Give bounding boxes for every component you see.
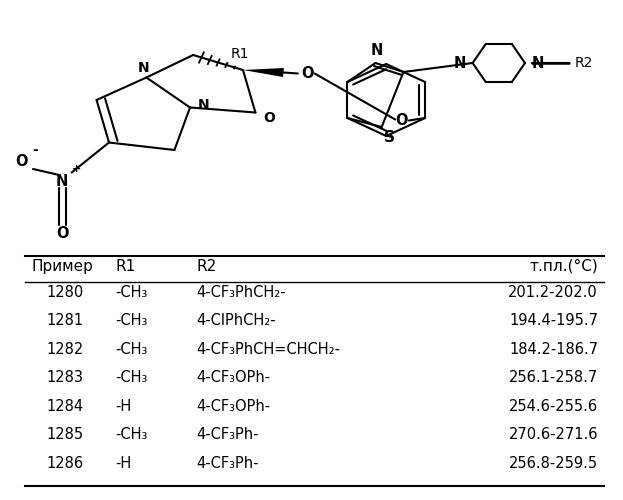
Text: 4-CF₃Ph-: 4-CF₃Ph- [196,427,259,442]
Text: +: + [72,164,80,174]
Text: R2: R2 [196,259,217,274]
Text: -CH₃: -CH₃ [115,313,148,328]
Text: N: N [371,43,383,58]
Text: 1281: 1281 [47,313,84,328]
Text: 4-CF₃Ph-: 4-CF₃Ph- [196,456,259,471]
Text: N: N [56,174,69,188]
Text: 1285: 1285 [47,427,84,442]
Text: R1: R1 [231,47,249,61]
Text: 1280: 1280 [47,285,84,300]
Text: 4-ClPhCH₂-: 4-ClPhCH₂- [196,313,276,328]
Text: O: O [263,110,275,124]
Text: 256.8-259.5: 256.8-259.5 [509,456,598,471]
Text: S: S [384,130,394,146]
Text: R2: R2 [575,56,593,70]
Text: N: N [531,56,544,70]
Text: 1283: 1283 [47,370,84,386]
Text: O: O [56,226,69,242]
Text: 4-CF₃PhCH₂-: 4-CF₃PhCH₂- [196,285,286,300]
Text: -CH₃: -CH₃ [115,285,148,300]
Text: -: - [32,143,39,157]
Text: N: N [198,98,209,112]
Text: 201.2-202.0: 201.2-202.0 [508,285,598,300]
Text: 1282: 1282 [47,342,84,357]
Text: O: O [301,66,313,81]
Text: Пример: Пример [31,259,93,274]
Text: -CH₃: -CH₃ [115,370,148,386]
Text: -H: -H [115,399,131,414]
Text: -H: -H [115,456,131,471]
Text: -CH₃: -CH₃ [115,342,148,357]
Text: -CH₃: -CH₃ [115,427,148,442]
Text: 254.6-255.6: 254.6-255.6 [509,399,598,414]
Text: 184.2-186.7: 184.2-186.7 [509,342,598,357]
Text: 1284: 1284 [47,399,84,414]
Text: 4-CF₃PhCH=CHCH₂-: 4-CF₃PhCH=CHCH₂- [196,342,340,357]
Text: R1: R1 [115,259,136,274]
Text: 194.4-195.7: 194.4-195.7 [509,313,598,328]
Polygon shape [243,68,284,77]
Text: N: N [454,56,467,70]
Text: 1286: 1286 [47,456,84,471]
Text: 4-CF₃OPh-: 4-CF₃OPh- [196,370,270,386]
Text: O: O [16,154,28,168]
Text: O: O [395,113,407,128]
Text: 270.6-271.6: 270.6-271.6 [508,427,598,442]
Text: 256.1-258.7: 256.1-258.7 [509,370,598,386]
Text: N: N [138,60,149,74]
Text: 4-CF₃OPh-: 4-CF₃OPh- [196,399,270,414]
Text: т.пл.(°C): т.пл.(°C) [530,259,598,274]
